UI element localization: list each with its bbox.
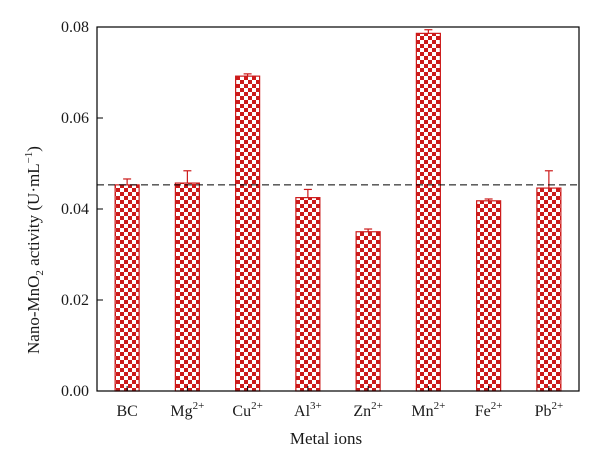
- bar: [476, 200, 502, 392]
- bar: [415, 32, 441, 392]
- bar: [295, 197, 321, 392]
- y-tick-label: 0.00: [61, 383, 89, 400]
- axes-layer: [96, 26, 580, 392]
- ticks-layer: 0.00 0.02 0.04 0.06 0.08: [61, 19, 550, 400]
- y-tick-label: 0.06: [61, 110, 89, 127]
- plot-frame: [96, 26, 580, 392]
- x-tick-label: BC: [116, 403, 137, 420]
- x-tick-label: Mn2+: [411, 400, 445, 420]
- bar: [114, 184, 140, 392]
- y-tick-label: 0.04: [61, 201, 89, 218]
- x-tick-label: Fe2+: [475, 400, 503, 420]
- x-tick-label: Pb2+: [535, 400, 564, 420]
- bar: [235, 75, 261, 392]
- x-tick-label: Zn2+: [353, 400, 383, 420]
- x-tick-label: Al3+: [294, 400, 322, 420]
- y-tick-label: 0.02: [61, 292, 89, 309]
- y-axis-title: Nano-MnO2 activity (U·mL−1): [23, 146, 46, 354]
- bar: [536, 187, 562, 392]
- x-tick-label: Cu2+: [232, 400, 262, 420]
- y-tick-label: 0.08: [61, 19, 89, 36]
- bar: [174, 182, 200, 392]
- x-tick-label: Mg2+: [170, 400, 204, 420]
- x-axis-title: Metal ions: [290, 429, 362, 448]
- bar: [355, 231, 381, 392]
- x-tick-labels: BC Mg2+ Cu2+ Al3+ Zn2+ Mn2+ Fe2+ Pb2+: [116, 400, 563, 420]
- bars-layer: [114, 29, 562, 392]
